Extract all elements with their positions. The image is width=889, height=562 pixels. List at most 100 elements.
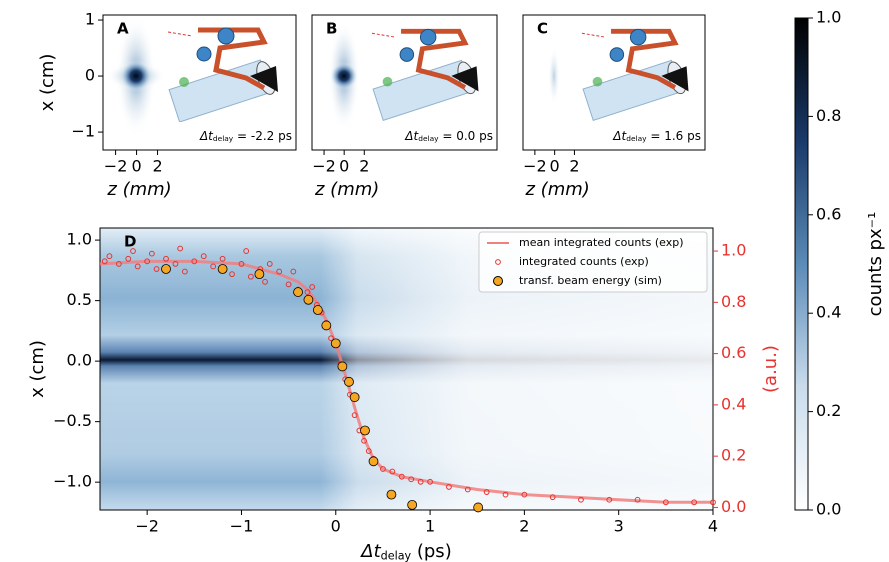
scatter-point [483, 489, 490, 495]
scatter-point [219, 255, 226, 262]
scatter-point [446, 484, 452, 490]
legend-label: mean integrated counts (exp) [519, 236, 684, 249]
scatter-point [304, 289, 311, 295]
scatter-point [144, 258, 151, 265]
x-tick-label: 4 [708, 517, 718, 536]
legend-swatch [493, 276, 503, 286]
x-tick-label: 2 [519, 517, 529, 536]
scatter-point [177, 245, 184, 252]
annotation-text: = 1.6 ps [647, 129, 701, 143]
scatter-point [351, 412, 358, 419]
annotation-subscript: delay [418, 134, 439, 143]
panel-label: C [537, 20, 548, 38]
x-axis-label: z (mm) [106, 179, 171, 200]
y-axis-label: x (cm) [37, 54, 58, 112]
y-tick-label: 0.4 [721, 394, 746, 413]
scatter-point [125, 255, 132, 262]
x-tick-label: 1 [425, 517, 435, 536]
x-tick-label: 3 [614, 517, 624, 536]
scatter-point [200, 253, 207, 260]
x-tick-label: 0 [131, 157, 141, 176]
annotation-subscript: delay [213, 134, 234, 143]
scatter-point [106, 253, 113, 260]
annotation: Δtdelay = 0.0 ps [404, 129, 493, 144]
x-axis-label: z (mm) [314, 179, 379, 200]
y-axis-label: x (cm) [27, 340, 48, 398]
x-tick-label: −1 [230, 517, 254, 536]
scatter-point [309, 284, 316, 290]
scatter-point [328, 335, 334, 342]
x-axis-label-subscript: delay [381, 550, 412, 562]
scatter-point [662, 499, 669, 506]
y-tick-label: 0.8 [816, 106, 841, 125]
scatter-point [606, 496, 613, 503]
frame [522, 14, 706, 151]
sim-point [321, 320, 332, 331]
colorbar [794, 17, 809, 511]
frame [311, 14, 498, 151]
scatter-point [398, 473, 405, 480]
scatter-point [243, 248, 250, 254]
annotation-subscript: delay [626, 134, 647, 143]
x-axis-label-symbol: Δt [359, 541, 381, 562]
legend-label: transf. beam energy (sim) [519, 274, 662, 287]
scatter-point [229, 271, 235, 278]
x-axis-label: Δtdelay (ps) [359, 541, 451, 562]
sim-point [161, 264, 171, 274]
y-tick-label: 0.0 [721, 497, 746, 516]
scatter-point [101, 258, 108, 265]
annotation-symbol: Δt [404, 129, 419, 143]
scatter-point [427, 478, 433, 485]
sim-point [368, 456, 379, 467]
y-tick-label: 1.0 [67, 230, 92, 249]
y-tick-label: 0.0 [816, 500, 841, 519]
y-tick-label: 0 [85, 66, 95, 85]
x-tick-label: −2 [523, 157, 547, 176]
scatter-point [266, 260, 273, 267]
annotation: Δtdelay = 1.6 ps [612, 129, 701, 144]
scatter-point [172, 260, 179, 267]
panel-a-image [103, 15, 296, 150]
sim-point [349, 392, 360, 403]
y-tick-label: −1 [71, 122, 95, 141]
x-tick-label: −2 [135, 517, 159, 536]
sim-point [386, 489, 397, 500]
sim-point [337, 361, 348, 372]
scatter-point [408, 476, 415, 483]
scatter-point [285, 281, 292, 288]
scatter-point [247, 273, 254, 280]
y-tick-label: −1.0 [53, 472, 92, 491]
series-line [99, 259, 713, 504]
x-axis-label-text: (ps) [411, 541, 452, 562]
x-tick-label: 2 [569, 157, 579, 176]
x-tick-label: 0 [550, 157, 560, 176]
y-tick-label: 0.6 [721, 343, 746, 362]
scatter-point [691, 499, 698, 506]
y-tick-label: 1.0 [816, 8, 841, 27]
x-tick-label: −2 [312, 157, 336, 176]
y-tick-label: 0.2 [816, 401, 841, 420]
y-tick-label: 1 [85, 10, 95, 29]
scatter-point [578, 496, 584, 503]
x-tick-label: 2 [359, 157, 369, 176]
panel-label: A [117, 20, 129, 38]
x-tick-label: 2 [152, 157, 162, 176]
scatter-point [191, 258, 198, 265]
sim-point [312, 305, 323, 315]
scatter-point [276, 268, 283, 275]
scatter-point [464, 486, 471, 493]
annotation-text: = 0.0 ps [439, 129, 493, 143]
scatter-point [238, 260, 245, 267]
scatter-point [115, 260, 122, 267]
scatter-point [290, 268, 297, 275]
x-tick-label: 0 [339, 157, 349, 176]
frame [102, 14, 297, 151]
scatter-point [130, 248, 136, 254]
x-tick-label: 0 [331, 517, 341, 536]
sim-point [217, 264, 228, 274]
scatter-point [549, 494, 556, 501]
scatter-point [380, 466, 386, 472]
scatter-point [710, 499, 716, 506]
annotation-symbol: Δt [612, 129, 627, 143]
